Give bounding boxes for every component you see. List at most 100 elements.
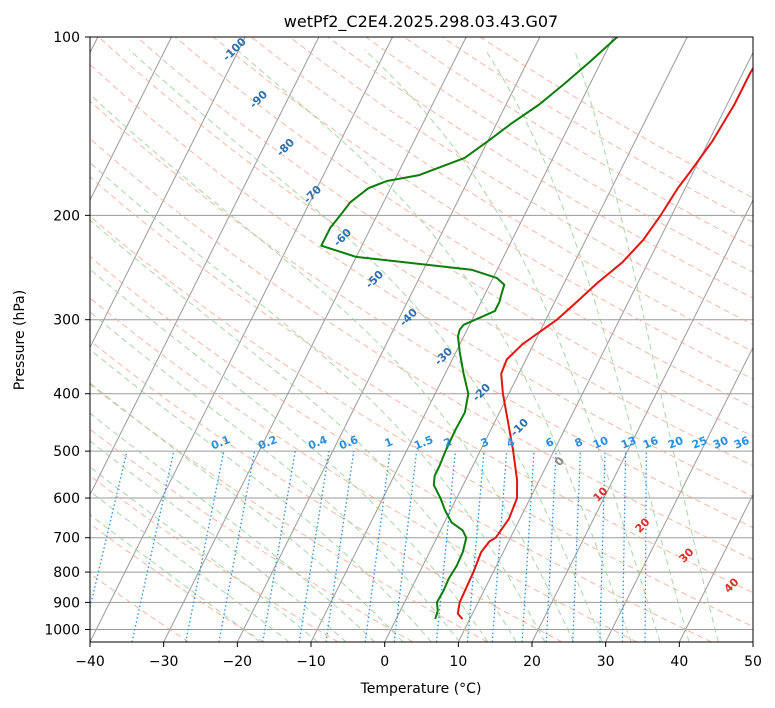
x-axis-title: Temperature (°C) bbox=[360, 681, 482, 697]
x-tick-label: 10 bbox=[449, 654, 467, 670]
moist-adiabat-line bbox=[90, 93, 575, 642]
mixing-ratio-line bbox=[491, 451, 508, 642]
mixing-ratio-line bbox=[393, 451, 418, 642]
moist-adiabat-line bbox=[90, 311, 461, 642]
y-tick-label: 200 bbox=[53, 208, 80, 224]
plot-frame bbox=[89, 36, 754, 643]
x-tick-label: 40 bbox=[670, 654, 688, 670]
x-tick-label: 50 bbox=[744, 654, 762, 670]
mixing-ratio-label: 1 bbox=[383, 435, 395, 450]
x-tick-label: 30 bbox=[597, 654, 615, 670]
y-tick-label: 1000 bbox=[44, 623, 80, 639]
dry-adiabat-line bbox=[90, 215, 753, 628]
mixing-ratio-line bbox=[545, 451, 557, 642]
moist-adiabat-line bbox=[90, 412, 376, 642]
dry-adiabat-label: -100 bbox=[220, 35, 249, 64]
isotherm-line bbox=[531, 198, 753, 642]
isotherm-line bbox=[384, 37, 688, 642]
mixing-ratio-label: 20 bbox=[666, 434, 685, 452]
mixing-ratio-label: 3 bbox=[479, 435, 491, 450]
y-tick-label: 800 bbox=[53, 565, 80, 581]
dry-adiabat-label: -40 bbox=[397, 306, 420, 329]
x-tick-label: −40 bbox=[75, 654, 105, 670]
dry-adiabat-line bbox=[90, 255, 712, 642]
dry-adiabat-line bbox=[480, 37, 753, 199]
moist-adiabat-line bbox=[128, 49, 603, 642]
dry-adiabat-line bbox=[90, 339, 563, 642]
moist-adiabat-line bbox=[90, 440, 347, 642]
dry-adiabat-line bbox=[212, 37, 753, 380]
moist-adiabat-line bbox=[364, 49, 661, 642]
dry-adiabat-line bbox=[98, 37, 753, 467]
dry-adiabat-line bbox=[365, 37, 753, 273]
dry-adiabat-label: -30 bbox=[432, 345, 455, 368]
x-axis: −40 −30 −20 −10 0 10 20 30 40 50 bbox=[75, 642, 762, 670]
y-tick-label: 100 bbox=[53, 30, 80, 46]
dry-adiabat-label: -20 bbox=[470, 381, 493, 404]
y-tick-label: 400 bbox=[53, 387, 80, 403]
mixing-ratio-line bbox=[262, 450, 296, 642]
dry-adiabat-line bbox=[251, 37, 753, 353]
isotherm-line bbox=[90, 37, 393, 642]
line-labels: -100-90-80-70-60-50-40-30-20-100.1 0.2 0.4… bbox=[209, 35, 751, 596]
moist-adiabat-line bbox=[90, 382, 404, 642]
isotherm-line bbox=[90, 37, 246, 349]
dry-adiabat-label: -90 bbox=[247, 88, 270, 111]
dewpoint-profile-line bbox=[320, 37, 618, 620]
moist-adiabat-label: 30 bbox=[677, 545, 697, 565]
mixing-ratio-label: 25 bbox=[690, 434, 709, 452]
y-tick-label: 300 bbox=[53, 313, 80, 329]
dry-adiabat-line bbox=[90, 63, 753, 497]
mixing-ratio-line bbox=[364, 451, 391, 642]
mixing-ratio-line bbox=[325, 451, 355, 642]
mixing-ratio-label: 13 bbox=[619, 434, 638, 452]
isotherm-line bbox=[163, 37, 467, 642]
moist-adiabat-line bbox=[90, 219, 517, 642]
dry-adiabat-line bbox=[90, 523, 264, 642]
mixing-ratio-line bbox=[599, 451, 606, 642]
mixing-ratio-label: 30 bbox=[711, 434, 730, 452]
y-axis: 100 200 300 400 500 600 700 800 900 1000 bbox=[44, 30, 90, 639]
temperature-profile-line bbox=[456, 66, 753, 620]
moist-adiabat-line bbox=[90, 268, 489, 642]
mixing-ratio-line bbox=[621, 451, 627, 642]
x-tick-label: −20 bbox=[223, 654, 253, 670]
dry-adiabat-label: -60 bbox=[331, 226, 354, 249]
isotherm-line bbox=[90, 37, 320, 496]
isotherm-line bbox=[457, 51, 753, 642]
mixing-ratio-label: 16 bbox=[641, 434, 660, 452]
moist-adiabat-line bbox=[90, 466, 319, 642]
mixing-ratio-label: 0.4 bbox=[306, 433, 329, 452]
mixing-ratio-line bbox=[298, 450, 330, 642]
moist-adiabat-line bbox=[484, 49, 690, 642]
isotherm-line bbox=[236, 37, 541, 642]
dry-adiabat-line bbox=[90, 475, 339, 642]
mixing-ratio-line bbox=[185, 450, 225, 642]
moist-adiabat-line bbox=[90, 348, 432, 642]
moist-adiabat-label: 0 bbox=[552, 454, 567, 469]
moist-adiabat-label: 40 bbox=[722, 575, 742, 595]
x-tick-label: −30 bbox=[149, 654, 179, 670]
x-tick-label: −10 bbox=[296, 654, 326, 670]
y-tick-label: 700 bbox=[53, 531, 80, 547]
dry-adiabat-line bbox=[90, 100, 753, 529]
mixing-ratio-line bbox=[218, 450, 256, 642]
isotherm-line bbox=[678, 493, 753, 642]
moist-adiabat-line bbox=[236, 49, 632, 642]
mixing-ratio-line bbox=[131, 450, 175, 642]
moist-adiabat-line bbox=[90, 490, 290, 642]
dry-adiabat-line bbox=[136, 37, 753, 437]
dry-adiabat-line bbox=[90, 428, 414, 642]
dry-adiabat-line bbox=[327, 37, 753, 299]
x-tick-label: 20 bbox=[523, 654, 541, 670]
mixing-ratio-label: 0.1 bbox=[209, 433, 232, 452]
sounding-profiles bbox=[320, 37, 753, 620]
mixing-ratio-label: 8 bbox=[573, 435, 585, 450]
x-tick-label: 0 bbox=[380, 654, 389, 670]
dry-adiabat-label: -70 bbox=[301, 183, 324, 206]
dry-adiabat-label: -80 bbox=[274, 136, 297, 159]
y-tick-label: 500 bbox=[53, 444, 80, 460]
isotherm-line bbox=[752, 640, 753, 642]
mixing-ratio-line bbox=[644, 451, 647, 642]
